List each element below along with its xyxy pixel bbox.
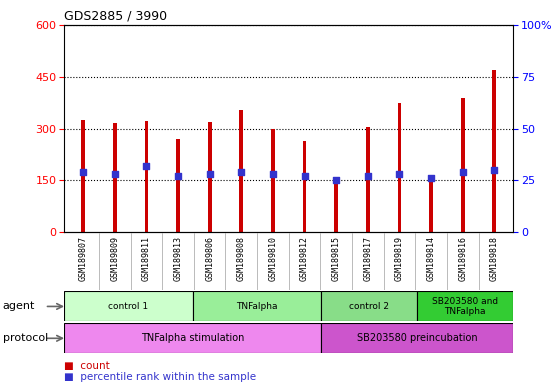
Text: ■  count: ■ count xyxy=(64,361,110,371)
Point xyxy=(142,163,151,169)
Text: GSM189812: GSM189812 xyxy=(300,236,309,281)
Text: GSM189816: GSM189816 xyxy=(458,236,467,281)
Bar xyxy=(145,121,148,232)
Text: SB203580 preincubation: SB203580 preincubation xyxy=(357,333,478,343)
Text: GSM189809: GSM189809 xyxy=(110,236,119,281)
Bar xyxy=(81,120,85,232)
Bar xyxy=(429,180,433,232)
Point xyxy=(268,171,277,177)
Text: GSM189807: GSM189807 xyxy=(79,236,88,281)
Text: GSM189813: GSM189813 xyxy=(174,236,182,281)
Bar xyxy=(461,98,465,232)
Point xyxy=(363,173,372,179)
Text: TNFalpha: TNFalpha xyxy=(236,302,277,311)
Bar xyxy=(271,129,275,232)
Bar xyxy=(321,323,513,353)
Bar xyxy=(417,291,513,321)
Text: GDS2885 / 3990: GDS2885 / 3990 xyxy=(64,9,167,22)
Point xyxy=(237,169,246,175)
Point xyxy=(458,169,467,175)
Text: GSM189819: GSM189819 xyxy=(395,236,404,281)
Text: GSM189811: GSM189811 xyxy=(142,236,151,281)
Text: SB203580 and
TNFalpha: SB203580 and TNFalpha xyxy=(432,297,498,316)
Text: GSM189808: GSM189808 xyxy=(237,236,246,281)
Point xyxy=(205,171,214,177)
Text: agent: agent xyxy=(3,301,35,311)
Bar xyxy=(64,323,321,353)
Point xyxy=(79,169,88,175)
Point xyxy=(427,175,436,182)
Text: GSM189810: GSM189810 xyxy=(268,236,277,281)
Text: control 2: control 2 xyxy=(349,302,389,311)
Bar xyxy=(493,70,496,232)
Bar xyxy=(64,291,193,321)
Bar xyxy=(302,141,306,232)
Point xyxy=(332,177,341,184)
Point xyxy=(490,167,499,173)
Point xyxy=(300,173,309,179)
Bar xyxy=(239,110,243,232)
Text: TNFalpha stimulation: TNFalpha stimulation xyxy=(141,333,244,343)
Text: GSM189818: GSM189818 xyxy=(490,236,499,281)
Point xyxy=(174,173,182,179)
Text: protocol: protocol xyxy=(3,333,48,343)
Bar xyxy=(176,139,180,232)
Text: control 1: control 1 xyxy=(108,302,148,311)
Bar xyxy=(398,103,401,232)
Point xyxy=(395,171,404,177)
Text: GSM189815: GSM189815 xyxy=(331,236,341,281)
Bar xyxy=(334,180,338,232)
Text: GSM189817: GSM189817 xyxy=(363,236,372,281)
Bar xyxy=(208,122,211,232)
Bar xyxy=(193,291,321,321)
Text: GSM189806: GSM189806 xyxy=(205,236,214,281)
Bar xyxy=(113,124,117,232)
Text: ■  percentile rank within the sample: ■ percentile rank within the sample xyxy=(64,372,256,382)
Bar xyxy=(366,127,370,232)
Bar xyxy=(321,291,417,321)
Text: GSM189814: GSM189814 xyxy=(427,236,436,281)
Point xyxy=(110,171,119,177)
